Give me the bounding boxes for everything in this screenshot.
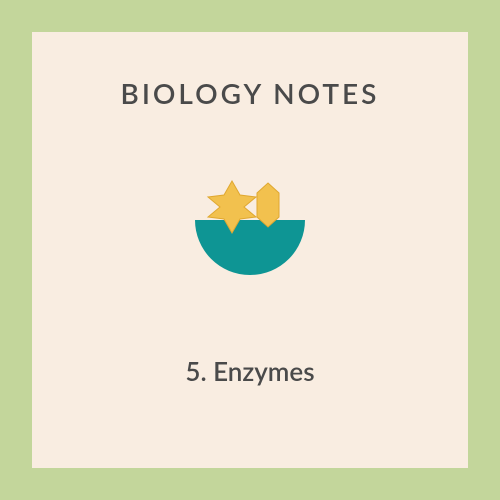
enzyme-icon	[180, 180, 320, 280]
card: BIOLOGY NOTES 5. Enzymes	[32, 32, 468, 468]
page-title: BIOLOGY NOTES	[121, 76, 380, 110]
chapter-title: 5. Enzymes	[185, 355, 314, 387]
outer-frame: BIOLOGY NOTES 5. Enzymes	[0, 0, 500, 500]
